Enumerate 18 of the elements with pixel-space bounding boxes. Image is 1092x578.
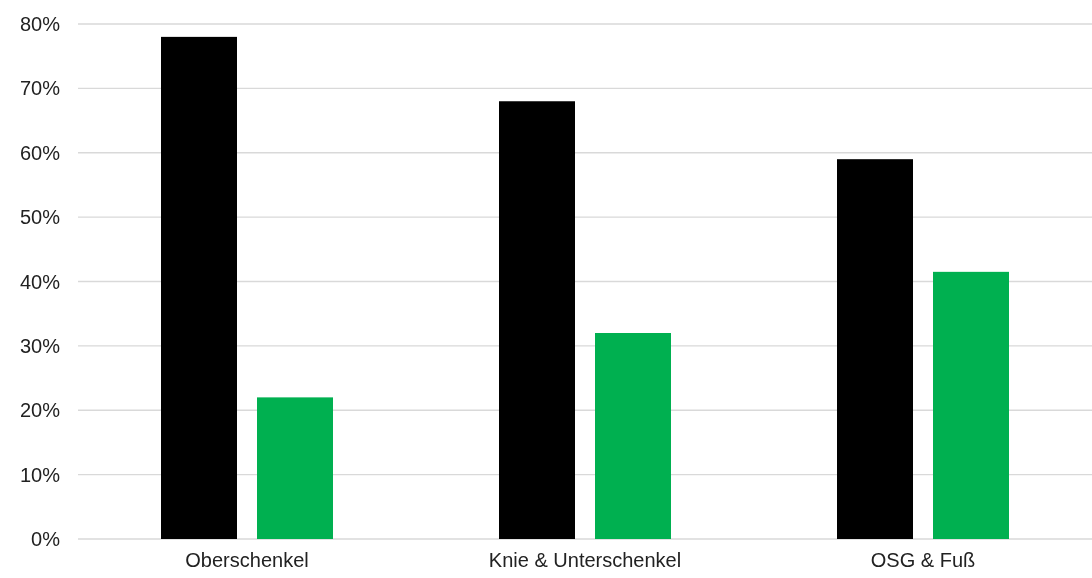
y-tick-label: 30% [19, 334, 61, 357]
y-tick-label: 70% [19, 77, 61, 100]
x-tick-label: OSG & Fuß [870, 549, 976, 571]
y-tick-label: 20% [19, 399, 61, 422]
bar [499, 101, 575, 539]
bar [595, 333, 671, 539]
y-tick-label: 0% [31, 528, 61, 550]
x-tick-label: Knie & Unterschenkel [488, 549, 682, 571]
y-tick-label: 10% [19, 463, 61, 486]
y-tick-label: 80% [19, 13, 61, 35]
y-tick-label: 50% [19, 206, 61, 229]
y-tick-label: 40% [19, 270, 61, 293]
bar [257, 397, 333, 539]
x-tick-label: Oberschenkel [185, 549, 309, 571]
bar [161, 36, 237, 539]
bar [933, 271, 1009, 539]
bar [837, 159, 913, 539]
y-tick-label: 60% [19, 141, 61, 164]
